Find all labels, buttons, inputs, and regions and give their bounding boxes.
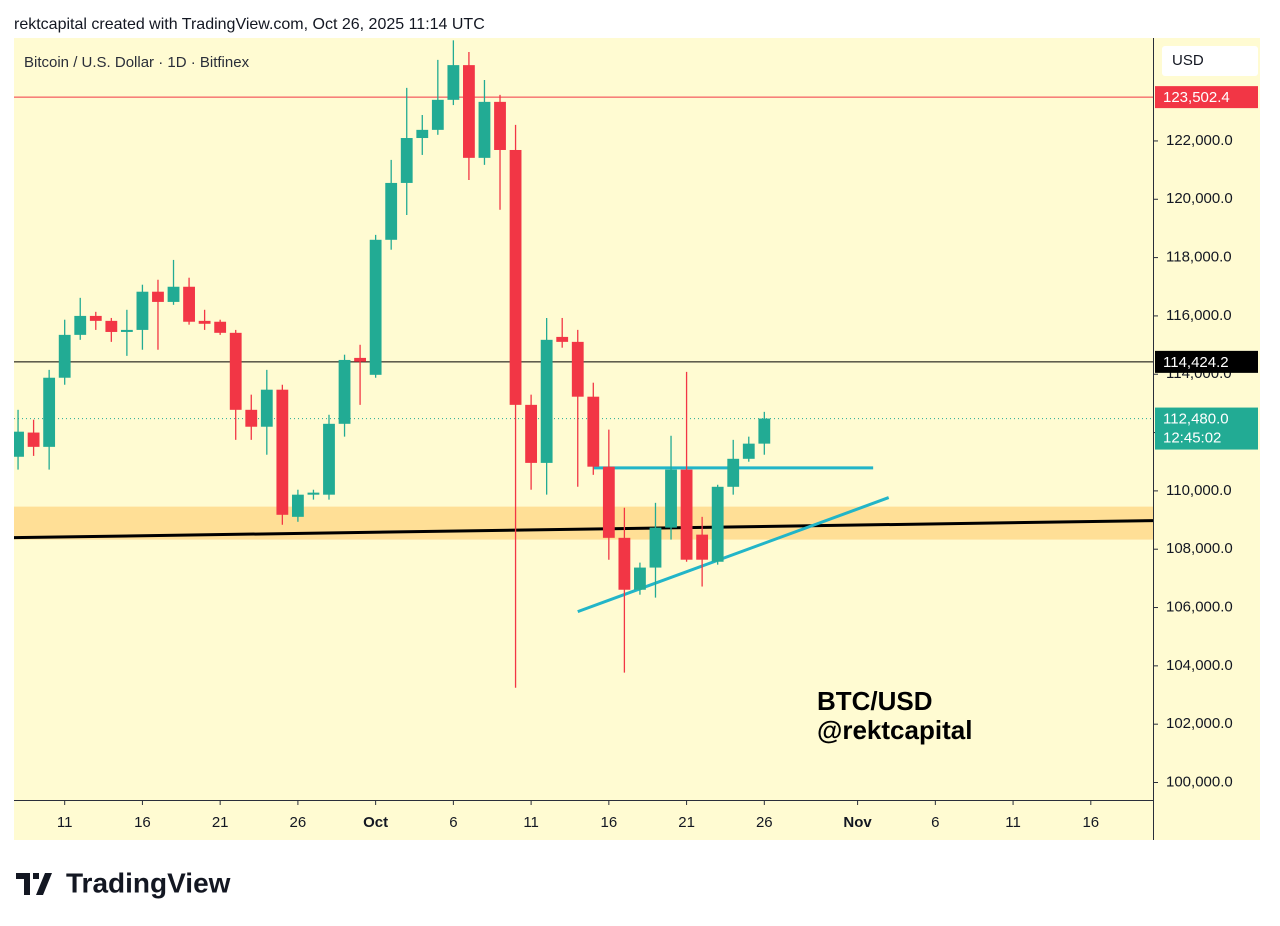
last-price-label: 112,480.0 (1163, 411, 1229, 428)
candle-body (509, 149, 522, 405)
x-tick-label: 11 (57, 814, 73, 831)
y-tick-label: 108,000.0 (1166, 540, 1233, 557)
candle-body (571, 341, 584, 397)
candle-body (89, 315, 102, 321)
candle-body (58, 334, 71, 378)
candle-body (742, 443, 755, 459)
candle-body (354, 357, 366, 362)
candle-body (416, 129, 429, 139)
candle-body (525, 404, 538, 463)
header: rektcapital created with TradingView.com… (14, 16, 485, 33)
logo: TradingView (16, 867, 231, 898)
candle-body (198, 320, 211, 324)
candle-body (758, 418, 771, 444)
candle-body (649, 527, 662, 568)
candle-body (183, 286, 195, 322)
candle-body (540, 339, 553, 463)
y-tick-label: 100,000.0 (1166, 773, 1233, 790)
x-tick-label: 26 (756, 814, 773, 831)
x-tick-label: 11 (523, 814, 539, 831)
candle-body (167, 286, 180, 302)
axes: 100,000.0 102,000.0 104,000.0 106,000.0 108,… (57, 86, 1258, 831)
candle-body (245, 409, 258, 427)
level-tag (1155, 350, 1258, 373)
x-tick-label: 16 (601, 814, 618, 831)
candle-body (494, 101, 506, 150)
candle-body (400, 138, 413, 183)
x-tick-label: 16 (1082, 814, 1099, 831)
y-tick-label: 110,000.0 (1166, 482, 1232, 499)
candle-body (556, 336, 569, 342)
candle-body (260, 389, 273, 427)
x-tick-label: 6 (449, 814, 457, 831)
candle-body (229, 332, 242, 410)
plot-area (14, 40, 1153, 688)
annotation: BTC/USD (817, 686, 933, 716)
trendline (577, 496, 890, 614)
candle-body (385, 182, 398, 240)
candle-body (478, 101, 491, 158)
currency-box (1162, 46, 1258, 76)
y-tick-label: 122,000.0 (1166, 132, 1233, 149)
candle-body (43, 377, 56, 447)
logo-text: TradingView (66, 867, 231, 898)
logo-mark (16, 873, 52, 895)
currency: USD (1172, 52, 1204, 69)
candle-body (431, 99, 444, 130)
candle-body (74, 315, 87, 335)
level-label: 114,424.2 (1163, 354, 1229, 371)
trendline (14, 519, 1153, 540)
y-tick-label: 120,000.0 (1166, 190, 1233, 207)
x-tick-label: 21 (212, 814, 229, 831)
x-tick-label: 26 (290, 814, 307, 831)
y-tick-label: 102,000.0 (1166, 715, 1233, 732)
candle-body (136, 291, 149, 330)
x-tick-label: Nov (843, 814, 872, 831)
candle-body (291, 494, 304, 517)
candle-body (463, 65, 475, 158)
x-tick-label: 6 (931, 814, 939, 831)
candle-body (214, 321, 227, 333)
x-tick-label: Oct (363, 814, 388, 831)
last-price-tag (1155, 407, 1258, 450)
x-tick-label: 16 (134, 814, 151, 831)
candle-body (602, 466, 615, 538)
annotation: @rektcapital (817, 715, 972, 745)
candle-body (727, 458, 740, 487)
chart-background (14, 38, 1260, 840)
candle-body (120, 329, 133, 332)
candle-body (665, 469, 677, 528)
candle-body (587, 396, 600, 467)
candle-body (14, 431, 24, 457)
y-tick-label: 118,000.0 (1166, 249, 1232, 266)
x-tick-label: 21 (678, 814, 695, 831)
y-tick-label: 116,000.0 (1166, 307, 1232, 324)
candle-body (711, 486, 724, 562)
chart-title: Bitcoin / U.S. Dollar · 1D · Bitfinex (24, 54, 250, 71)
countdown: 12:45:02 (1163, 430, 1221, 447)
candle-body (27, 432, 40, 447)
candle-body (152, 291, 164, 302)
candle-body (634, 567, 646, 590)
y-tick-label: 104,000.0 (1166, 657, 1233, 674)
candle-body (323, 423, 335, 495)
candle-body (696, 534, 709, 560)
candle-body (447, 65, 460, 100)
candle-body (307, 492, 320, 495)
candle-body (680, 469, 693, 560)
candle-body (276, 389, 289, 515)
y-tick-label: 106,000.0 (1166, 599, 1233, 616)
level-label: 123,502.4 (1163, 89, 1230, 106)
candle-body (338, 359, 351, 424)
x-tick-label: 11 (1005, 814, 1021, 831)
candle-body (105, 320, 118, 332)
candle-body (369, 239, 382, 375)
candle-body (618, 537, 631, 590)
level-tag (1155, 86, 1258, 109)
